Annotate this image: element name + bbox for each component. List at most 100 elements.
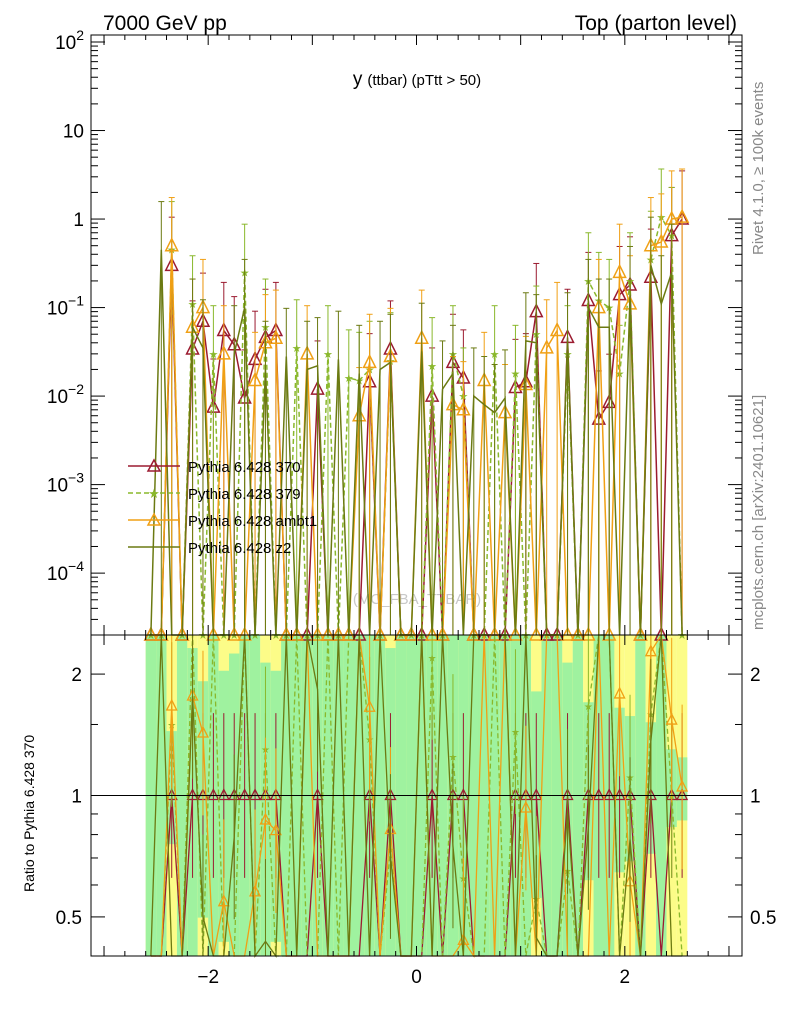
legend-label-z2: Pythia 6.428 z2 <box>188 540 291 557</box>
data-point-triangle <box>216 345 232 360</box>
y-tick-label: 10−3 <box>47 470 84 497</box>
y-tick-label: 102 <box>55 27 84 54</box>
ratio-point-triangle <box>530 788 543 801</box>
ratio-point-triangle <box>426 788 439 801</box>
data-point-triangle <box>560 626 575 641</box>
ratio-tick-label-right: 0.5 <box>750 908 776 929</box>
data-point-triangle <box>227 626 242 641</box>
data-point-triangle <box>341 626 357 641</box>
plot-title: y (ttbar) (pTtt > 50) <box>353 69 481 90</box>
legend-label-379: Pythia 6.428 379 <box>188 486 301 503</box>
ratio-point-triangle <box>613 788 626 801</box>
ratio-point-triangle <box>613 686 626 699</box>
legend-marker-370 <box>146 458 162 472</box>
data-point-star: ★ <box>573 630 583 642</box>
legend-entry-370: Pythia 6.428 370 <box>128 458 301 476</box>
ratio-point-star: ★ <box>448 752 457 763</box>
plot-title-sub: (ttbar) (pTtt > 50) <box>367 72 481 89</box>
ratio-point-triangle <box>665 712 678 725</box>
data-point-star: ★ <box>344 373 354 385</box>
data-point-star: ★ <box>427 361 437 373</box>
ratio-point-star: ★ <box>428 653 437 664</box>
ratio-point-triangle <box>165 698 178 711</box>
ratio-point-triangle <box>592 788 605 801</box>
ratio-tick-label-left: 1 <box>71 787 82 808</box>
data-point-star: ★ <box>208 349 218 361</box>
data-point-star: ★ <box>323 349 333 361</box>
ratio-tick-label-left: 0.5 <box>56 908 82 929</box>
ratio-tick-label-right: 2 <box>750 665 761 686</box>
data-point-triangle <box>362 353 377 369</box>
data-point-star: ★ <box>146 630 156 642</box>
plot-title-main: y <box>353 69 363 90</box>
ratio-point-star: ★ <box>584 702 593 713</box>
y-tick-label: 10−1 <box>47 293 84 320</box>
data-point-triangle <box>393 626 409 641</box>
ratio-point-triangle <box>186 788 199 801</box>
data-point-triangle <box>549 321 565 337</box>
ratio-tick-label-left: 2 <box>71 665 82 686</box>
y-tick-label: 10−2 <box>47 381 84 408</box>
ratio-point-triangle <box>249 788 262 801</box>
data-point-triangle <box>247 371 263 387</box>
data-point-star: ★ <box>271 630 281 642</box>
data-point-triangle <box>268 329 284 345</box>
data-point-star: ★ <box>396 630 406 642</box>
ratio-point-triangle <box>676 779 689 792</box>
data-point-triangle <box>174 626 190 641</box>
watermark: (MC_FBA_TTBAR) <box>353 591 481 608</box>
data-point-triangle <box>529 626 544 641</box>
main-series-layer: ★ ★★★★★★★ ★★★★★ ★★★ ★★★★ ★★★★★ ★ ★★★★★★ ★★★★★★★ ★… <box>143 168 690 642</box>
ratio-tick-label-right: 1 <box>750 787 761 808</box>
ratio-point-triangle <box>644 644 657 657</box>
legend-entry-z2: Pythia 6.428 z2 <box>128 540 291 557</box>
data-point-star: ★ <box>292 343 302 355</box>
legend-entry-ambt1: Pythia 6.428 ambt1 <box>128 512 317 530</box>
ratio-point-triangle <box>238 788 251 801</box>
data-point-triangle <box>404 626 419 641</box>
x-tick-label: 2 <box>620 967 631 988</box>
ratio-point-triangle <box>269 823 282 836</box>
legend-marker-ambt1 <box>146 512 162 526</box>
data-point-star: ★ <box>490 349 500 361</box>
data-point-triangle <box>164 237 179 252</box>
data-point-triangle <box>456 401 471 416</box>
data-point-triangle <box>143 626 159 641</box>
ratio-point-triangle <box>603 788 616 801</box>
y-tick-label: 1 <box>73 210 84 231</box>
data-point-triangle <box>612 263 627 279</box>
data-point-star: ★ <box>198 630 208 642</box>
series-line <box>150 216 683 636</box>
series-line <box>150 249 683 636</box>
legend-label-370: Pythia 6.428 370 <box>188 459 301 476</box>
legend: Pythia 6.428 370 ★ Pythia 6.428 379 Pyth… <box>128 458 317 557</box>
ratio-point-triangle <box>217 894 230 907</box>
process-label: Top (parton level) <box>575 12 737 35</box>
ratio-point-triangle <box>363 699 376 712</box>
y-tick-label: 10−4 <box>47 558 84 585</box>
y-tick-label: 10 <box>63 122 84 143</box>
data-point-star: ★ <box>511 368 521 380</box>
data-point-triangle <box>633 626 648 641</box>
data-point-star: ★ <box>250 630 260 642</box>
rivet-version-label: Rivet 4.1.0, ≥ 100k events <box>750 82 767 255</box>
axes-layer: −2 0 2 10−4 10−3 10−2 10−1 1 10 102 0.5 0.5 1 1 2 2 <box>47 27 777 988</box>
legend-entry-379: ★ Pythia 6.428 379 <box>128 486 301 503</box>
data-point-star: ★ <box>219 630 229 642</box>
x-tick-label: −2 <box>197 967 219 988</box>
data-point-triangle <box>539 339 554 354</box>
data-point-triangle <box>654 233 669 248</box>
x-tick-label: 0 <box>411 967 422 988</box>
data-point-triangle <box>570 626 586 641</box>
ratio-point-triangle <box>196 725 210 738</box>
legend-marker-379: ★ <box>148 486 160 501</box>
data-point-star: ★ <box>677 630 687 642</box>
collision-label: 7000 GeV pp <box>103 12 227 35</box>
ratio-point-triangle <box>259 812 272 825</box>
ratio-point-triangle <box>311 788 324 801</box>
ratio-ylabel: Ratio to Pythia 6.428 370 <box>21 735 37 892</box>
data-point-triangle <box>320 626 336 641</box>
data-point-triangle <box>508 626 523 641</box>
ratio-point-triangle <box>207 788 220 801</box>
